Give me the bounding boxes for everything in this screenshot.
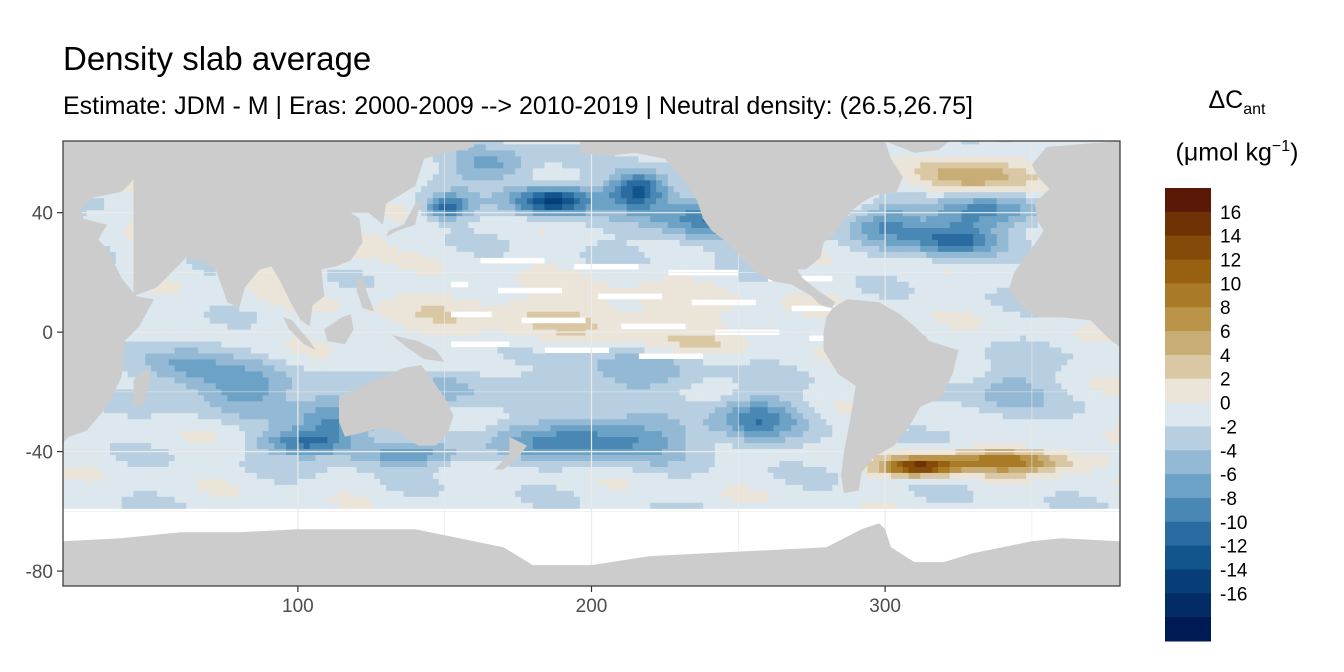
legend-title-sub: ant	[1243, 101, 1266, 118]
legend-swatch	[1165, 259, 1211, 284]
legend-label: -12	[1220, 537, 1247, 558]
legend-label: -8	[1220, 489, 1237, 510]
legend-swatch	[1165, 211, 1211, 237]
legend-swatch	[1165, 331, 1211, 356]
legend-swatch	[1165, 402, 1211, 427]
legend-swatch	[1165, 617, 1211, 642]
legend-label: 16	[1220, 203, 1241, 224]
legend-unit-prefix: (μmol kg	[1175, 138, 1272, 167]
legend-swatch	[1165, 378, 1211, 404]
land-japan	[386, 200, 425, 237]
legend-label: -2	[1220, 417, 1237, 438]
legend-swatch	[1165, 545, 1211, 570]
legend-swatch	[1165, 521, 1211, 547]
legend-unit-suffix: )	[1290, 138, 1299, 167]
y-tick-label: -80	[26, 562, 53, 583]
legend-label: 12	[1220, 251, 1241, 272]
legend-swatch	[1165, 426, 1211, 451]
land-newguinea	[391, 335, 445, 362]
chart-title: Density slab average	[63, 40, 372, 77]
land-madagascar	[133, 368, 152, 407]
legend-swatch	[1165, 354, 1211, 380]
land-africa-west	[63, 141, 154, 443]
land-antarctica	[63, 523, 1120, 586]
land-newzealand	[494, 436, 527, 470]
x-axis: 100 200 300	[282, 586, 901, 617]
legend-label: 0	[1220, 394, 1231, 415]
legend-label: 2	[1220, 370, 1231, 391]
legend-unit-sup: −1	[1271, 138, 1291, 155]
legend-label: 4	[1220, 346, 1231, 367]
legend-swatch	[1165, 188, 1211, 213]
legend-swatch	[1165, 474, 1211, 499]
land-borneo	[324, 314, 354, 345]
x-tick-label: 200	[576, 596, 608, 617]
legend-swatch	[1165, 235, 1211, 261]
land-sumatra	[283, 317, 316, 351]
legend-swatch	[1165, 569, 1211, 594]
land-north-america	[579, 141, 903, 309]
legend-label: 10	[1220, 274, 1241, 295]
land-greenland	[885, 141, 950, 153]
legend-label: -4	[1220, 441, 1237, 462]
land-europe-africa	[1008, 141, 1120, 348]
legend-swatch	[1165, 593, 1211, 618]
legend-swatch	[1165, 497, 1211, 523]
land-south-america	[823, 299, 959, 494]
y-axis: 40 0 -40 -80	[26, 204, 63, 583]
legend-label: -10	[1220, 513, 1247, 534]
legend-label: 14	[1220, 227, 1242, 248]
legend-swatch	[1165, 450, 1211, 475]
legend-label: 6	[1220, 322, 1231, 343]
legend-swatch	[1165, 307, 1211, 332]
legend-label: -14	[1220, 561, 1248, 582]
x-tick-label: 100	[282, 596, 314, 617]
land-asia	[133, 141, 475, 327]
x-tick-label: 300	[869, 596, 901, 617]
chart-subtitle: Estimate: JDM - M | Eras: 2000-2009 --> …	[63, 92, 973, 120]
legend-label: -6	[1220, 465, 1237, 486]
land-australia	[339, 365, 454, 446]
legend-title: ΔCant	[1142, 86, 1332, 119]
y-tick-label: 0	[42, 323, 53, 344]
land-philippines	[356, 278, 375, 312]
land-mask	[63, 141, 1120, 586]
legend-label: 8	[1220, 298, 1231, 319]
legend-label: -16	[1220, 584, 1247, 605]
legend-title-main: ΔC	[1208, 86, 1244, 114]
y-tick-label: 40	[32, 204, 53, 225]
y-tick-label: -40	[26, 443, 53, 464]
legend-unit: (μmol kg−1)	[1142, 138, 1332, 167]
legend-swatch	[1165, 283, 1211, 308]
